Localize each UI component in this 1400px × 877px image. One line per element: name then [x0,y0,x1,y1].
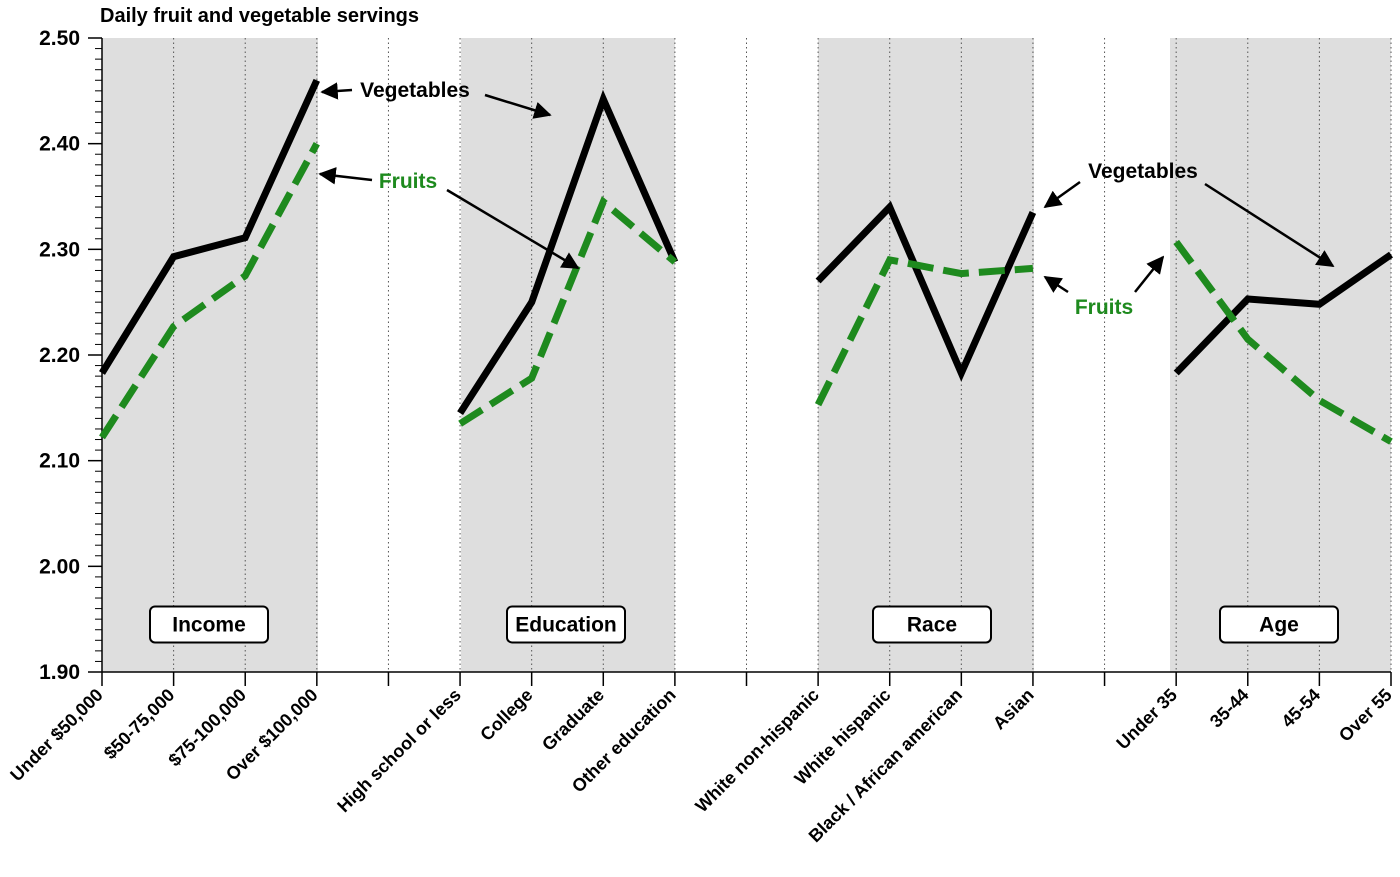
annotation-label-fruits: Fruits [379,170,437,193]
annotation-label-fruits: Fruits [1075,296,1133,319]
chart-title: Daily fruit and vegetable servings [100,5,419,27]
y-tick-label: 2.50 [39,27,80,50]
x-tick-label: White non-hispanic [691,685,823,817]
x-tick-label: Graduate [538,685,608,755]
group-label: Education [515,613,617,636]
series-line-fruits-education [458,196,678,427]
series-lines [99,78,1393,445]
annotation-arrow [320,82,353,100]
group-label-box [872,605,992,644]
group-shade-age [1170,38,1391,672]
group-label: Age [1259,613,1299,636]
group-label-box [506,605,626,644]
x-tick-label: Over 55 [1335,685,1396,746]
y-tick-label: 2.20 [39,344,80,367]
group-shade-race [818,38,1034,672]
x-tick-label: 35-44 [1206,685,1253,732]
y-tick-label: 1.90 [39,661,80,684]
group-label: Race [907,613,957,636]
annotation-arrow [484,93,552,119]
annotation-arrow [1043,275,1069,294]
annotation-arrow [446,188,580,270]
x-tick-label: $50-75,000 [100,685,179,764]
y-tick-label: 2.10 [39,450,80,473]
x-tick-label: High school or less [333,685,465,817]
group-shading-layer [102,38,1391,672]
x-tick-label: 45-54 [1278,685,1325,732]
series-line-fruits-income [99,142,320,440]
y-tick-label: 2.40 [39,133,80,156]
series-line-vegetables-race [815,200,1037,382]
x-tick-label: Asian [989,685,1038,734]
y-tick-label: 2.00 [39,555,80,578]
annotation-arrow [1134,255,1165,293]
annotation-arrow [318,167,373,185]
group-shade-income [102,38,318,672]
group-label-box [149,605,269,644]
x-tick-label: Black / African american [805,685,967,847]
annotation-label-vegetables: Vegetables [360,79,470,102]
series-line-vegetables-education [457,89,679,415]
series-line-vegetables-age [1173,251,1393,376]
x-tick-label: Under 35 [1112,685,1181,754]
y-tick-label: 2.30 [39,238,80,261]
group-label: Income [172,613,246,636]
series-line-vegetables-income [99,78,320,375]
annotations: Vegetables Fruits Vegetables Fruits [318,79,1335,319]
annotation-arrow [1043,180,1081,209]
group-label-box [1219,605,1339,644]
x-tick-label: College [476,685,536,745]
annotation-label-vegetables: Vegetables [1088,160,1198,183]
x-tick-label: Under $50,000 [6,685,106,785]
group-shade-education [461,38,675,672]
annotation-arrow [1204,182,1335,268]
series-line-fruits-age [1173,239,1393,445]
group-label-boxes: Income Education Race Age [149,605,1339,644]
series-line-fruits-race [814,255,1034,407]
